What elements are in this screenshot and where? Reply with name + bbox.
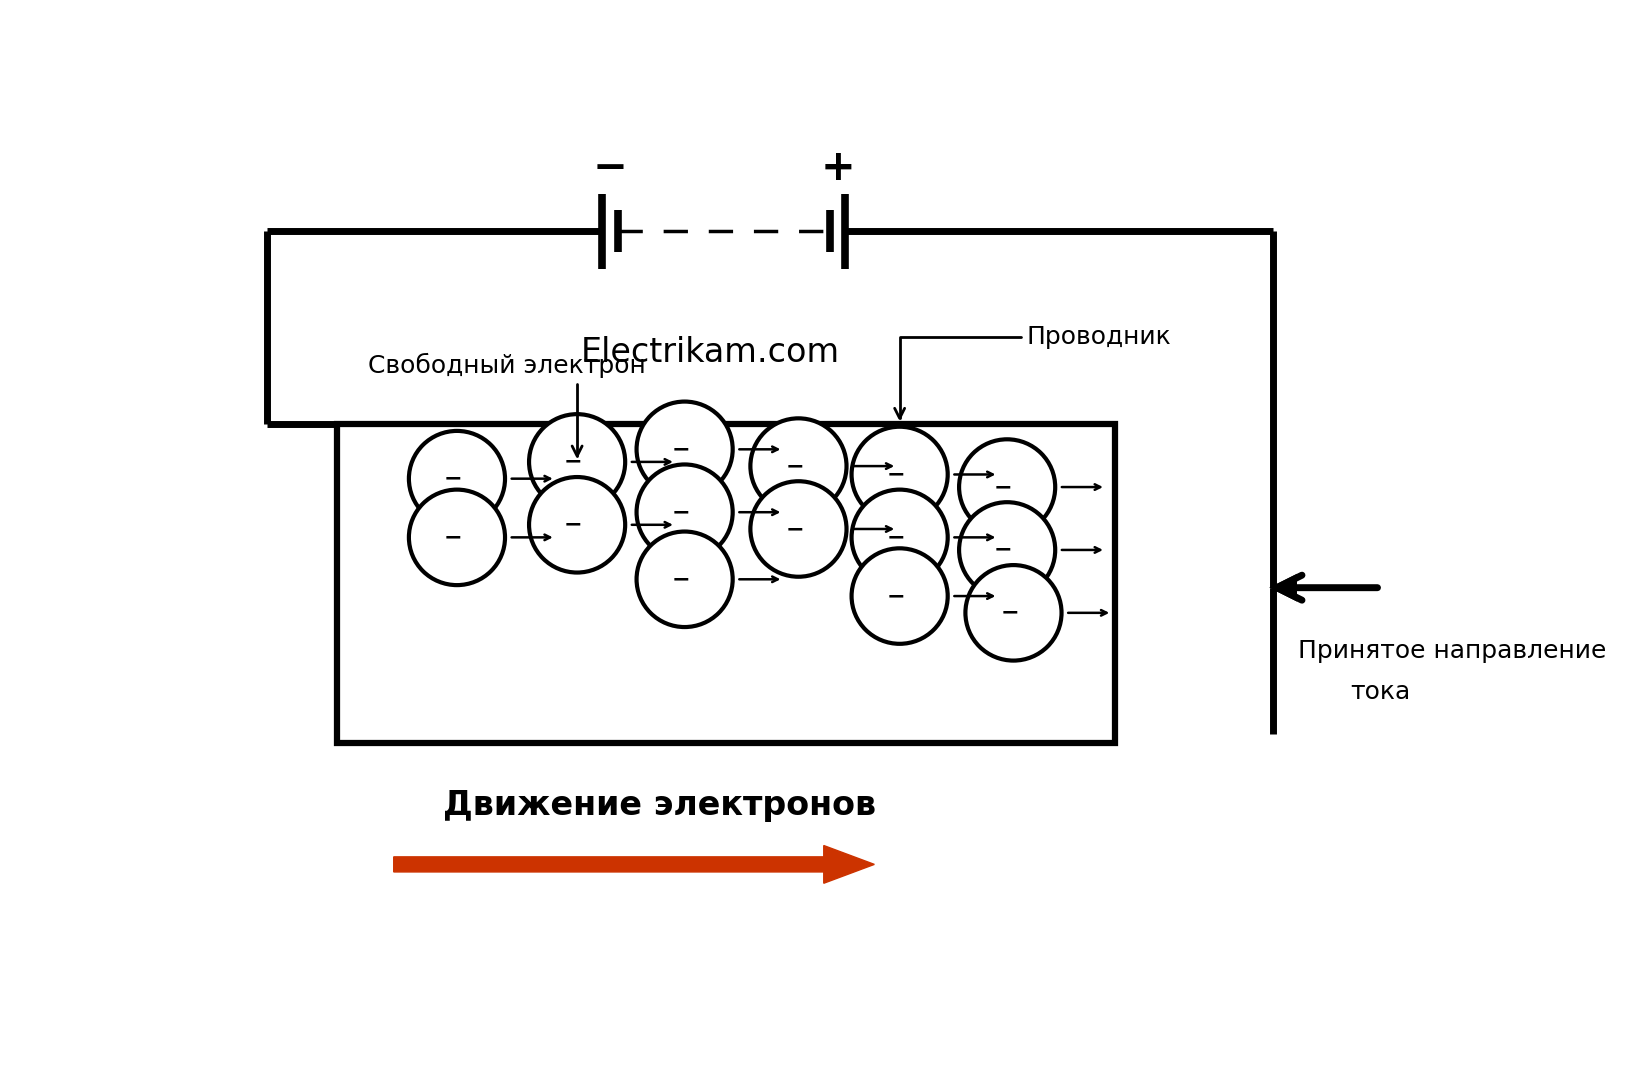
Text: −: − bbox=[886, 586, 906, 607]
Text: −: − bbox=[886, 465, 906, 485]
Ellipse shape bbox=[410, 431, 504, 526]
Ellipse shape bbox=[751, 481, 847, 577]
Text: −: − bbox=[565, 515, 583, 535]
Ellipse shape bbox=[410, 490, 504, 585]
Ellipse shape bbox=[636, 531, 733, 627]
Text: −: − bbox=[671, 570, 690, 589]
Text: Свободный электрон: Свободный электрон bbox=[369, 353, 646, 456]
Ellipse shape bbox=[960, 502, 1056, 598]
Ellipse shape bbox=[960, 439, 1056, 535]
FancyArrow shape bbox=[393, 845, 875, 883]
Text: −: − bbox=[671, 439, 690, 460]
Text: −: − bbox=[592, 147, 627, 189]
Ellipse shape bbox=[852, 427, 948, 523]
Text: −: − bbox=[444, 468, 462, 489]
Text: −: − bbox=[671, 502, 690, 523]
Text: −: − bbox=[994, 477, 1013, 497]
Text: тока: тока bbox=[1350, 681, 1410, 705]
Ellipse shape bbox=[751, 418, 847, 514]
Bar bbox=[336, 424, 1115, 743]
Ellipse shape bbox=[529, 477, 625, 573]
Text: −: − bbox=[785, 519, 805, 539]
Text: −: − bbox=[444, 527, 462, 548]
Ellipse shape bbox=[852, 490, 948, 585]
Text: Electrikam.com: Electrikam.com bbox=[581, 337, 839, 369]
Text: +: + bbox=[821, 147, 855, 189]
Ellipse shape bbox=[636, 402, 733, 497]
Text: −: − bbox=[565, 452, 583, 472]
Text: −: − bbox=[785, 456, 805, 476]
Text: Проводник: Проводник bbox=[894, 325, 1170, 418]
Text: Движение электронов: Движение электронов bbox=[442, 790, 876, 822]
Ellipse shape bbox=[636, 465, 733, 560]
Text: −: − bbox=[994, 540, 1013, 560]
Text: −: − bbox=[886, 527, 906, 548]
FancyArrowPatch shape bbox=[1270, 574, 1377, 601]
Ellipse shape bbox=[852, 549, 948, 644]
Ellipse shape bbox=[966, 565, 1061, 661]
Text: Принятое направление: Принятое направление bbox=[1297, 638, 1606, 662]
Text: −: − bbox=[1000, 603, 1018, 623]
Ellipse shape bbox=[529, 414, 625, 510]
